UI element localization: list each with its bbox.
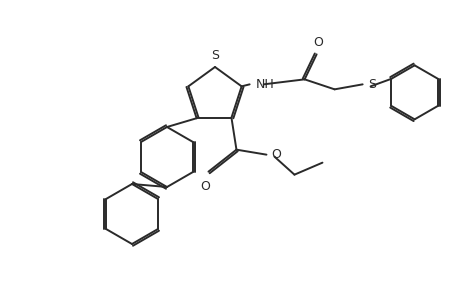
- Text: O: O: [313, 36, 323, 49]
- Text: NH: NH: [255, 78, 274, 91]
- Text: S: S: [211, 49, 218, 62]
- Text: O: O: [200, 180, 210, 193]
- Text: O: O: [271, 148, 281, 161]
- Text: S: S: [367, 78, 375, 91]
